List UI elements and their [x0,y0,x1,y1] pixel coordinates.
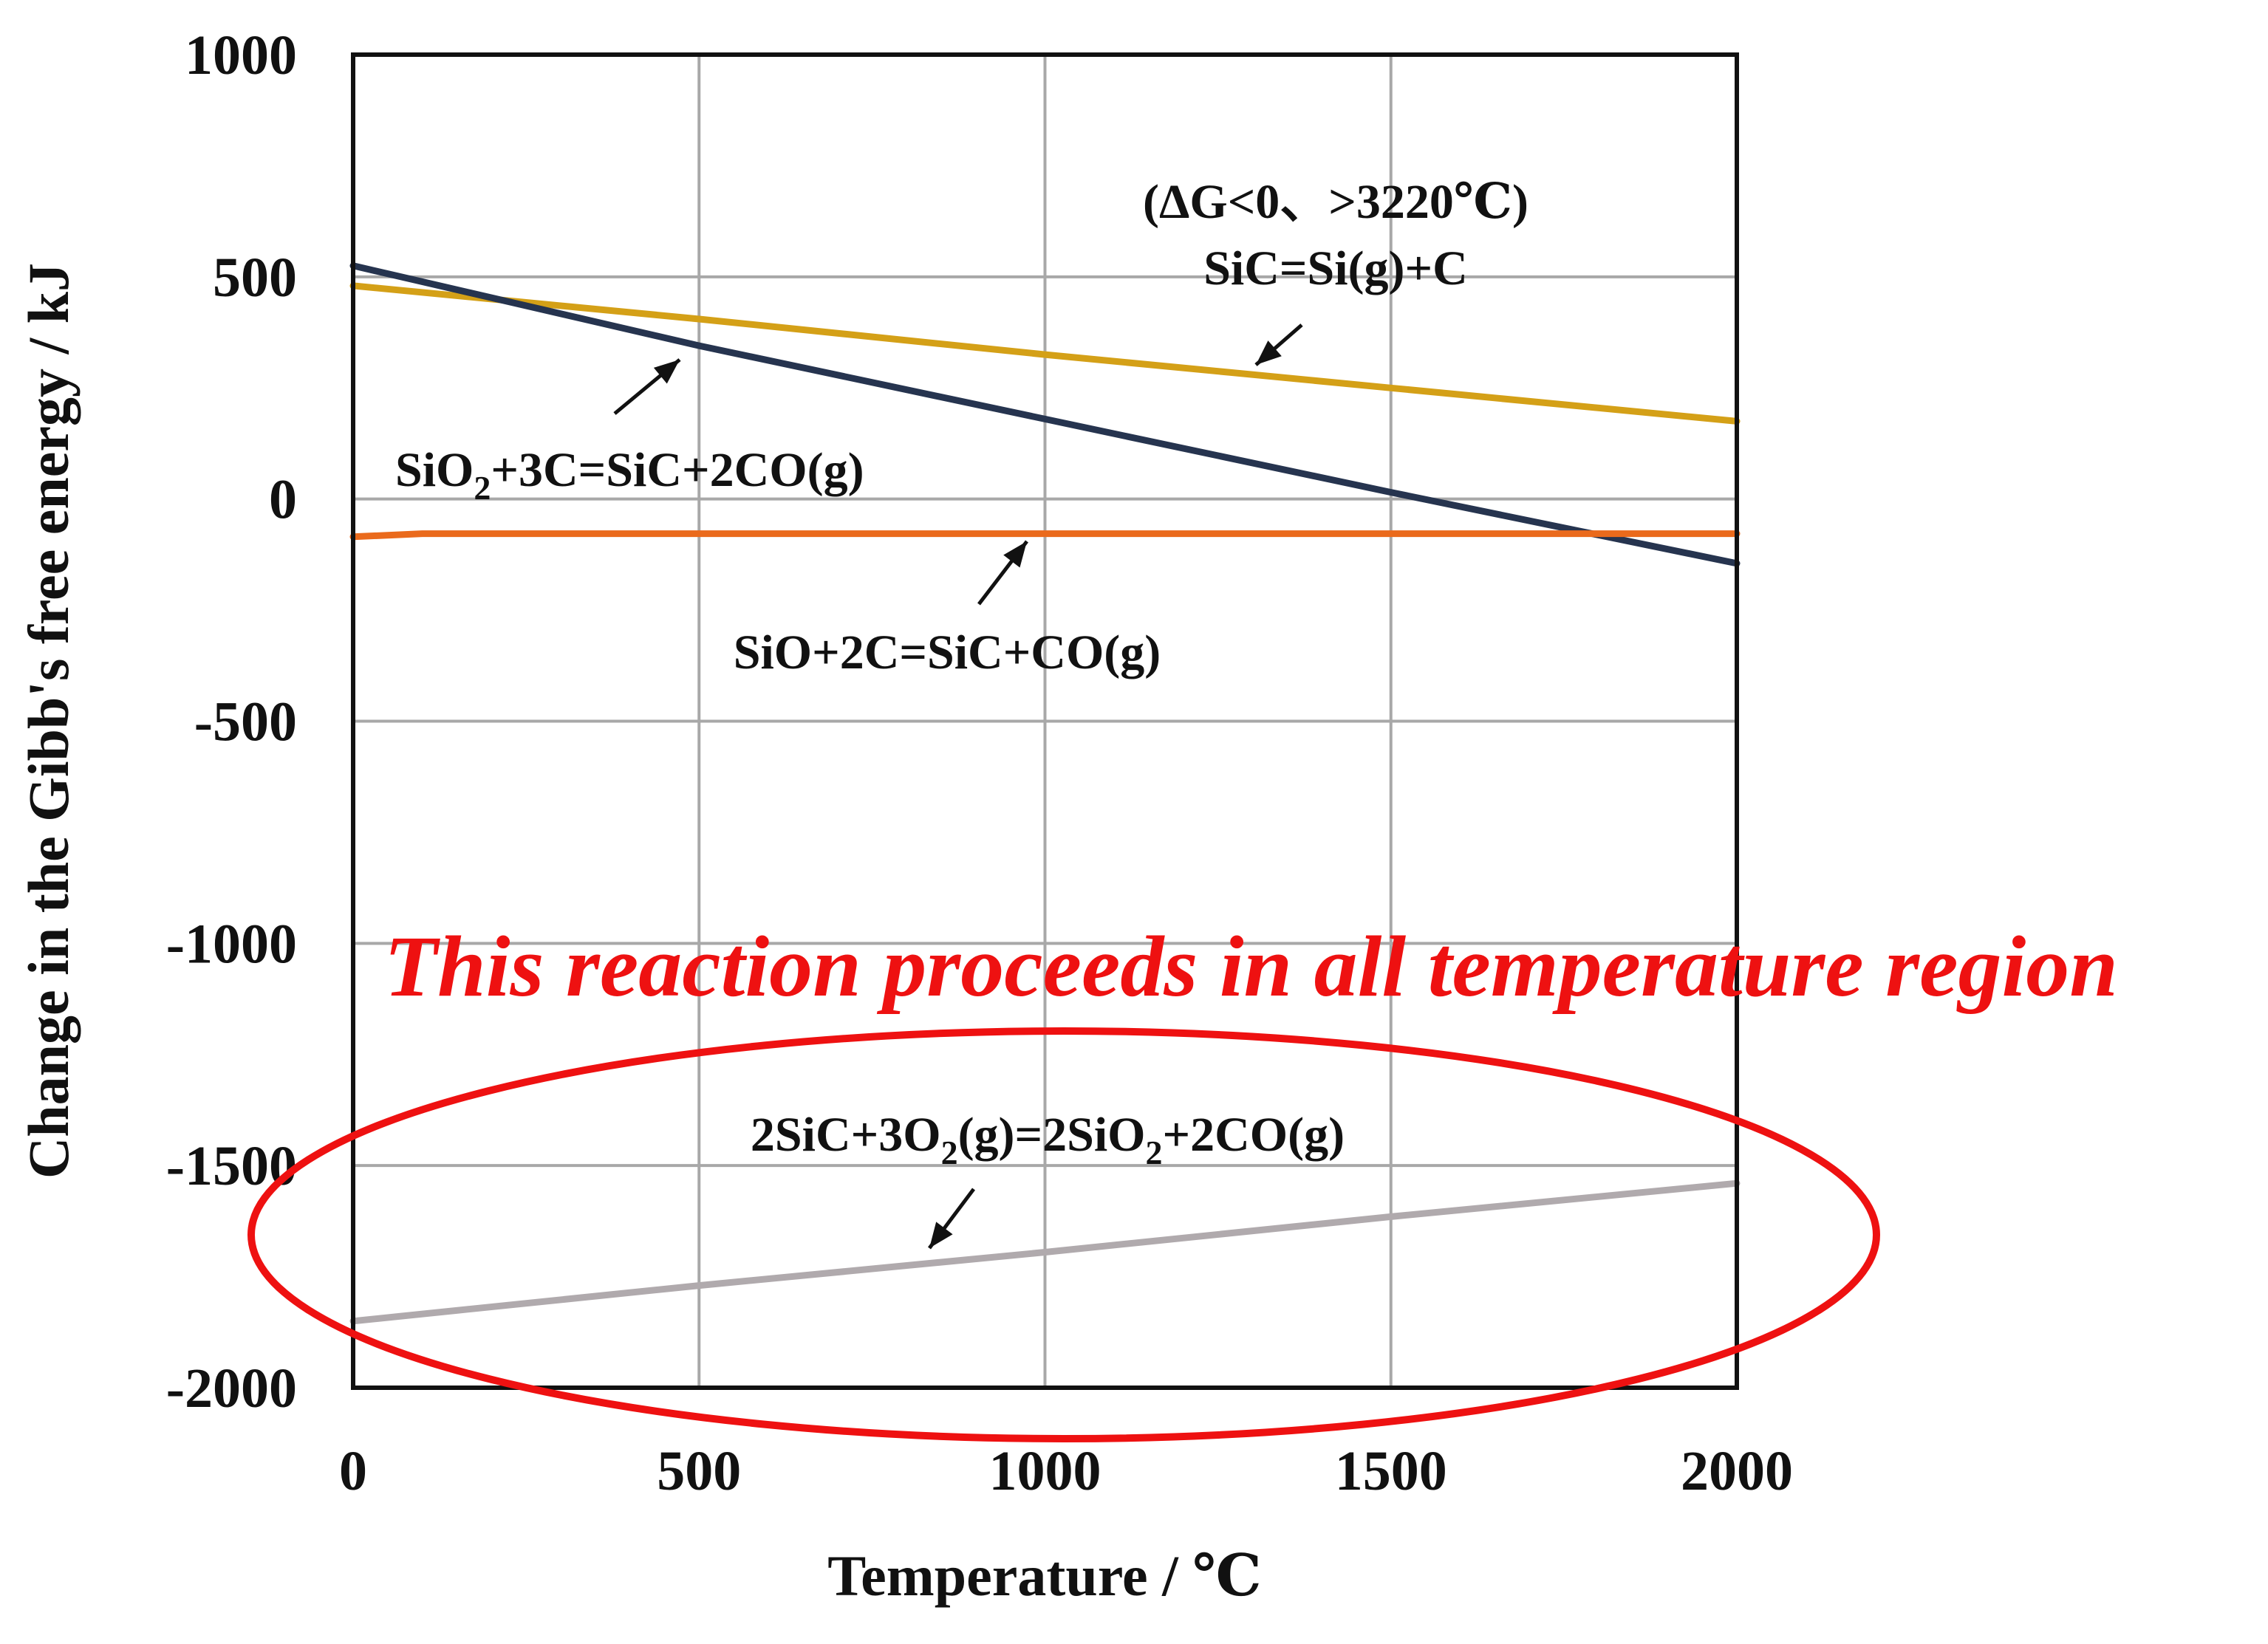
annotation-sio2-carbothermal: SiO2+3C=SiC+2CO(g) [395,443,864,507]
arrow-sio2-carbothermal-head [653,360,680,384]
series-line-sio2_carbo [349,262,1741,567]
highlight-headline: This reaction proceeds in all temperatur… [384,918,2118,1015]
sio2-subscript: 2 [474,469,491,507]
annotation-arrows [613,323,1303,1250]
sio2-part-a: SiO [395,443,474,497]
y-tick-label: -2000 [166,1357,297,1419]
sio2-part-b: +3C=SiC+2CO(g) [491,443,864,497]
annotation-sic-decomposition: SiC=Si(g)+C [1203,242,1468,295]
grid [353,55,1737,1388]
highlight-ellipse [247,1027,1880,1442]
plot-frame [351,52,1739,1390]
arrow-sic-decomposition-head [1256,340,1282,365]
tick-labels: 0 500 1000 1500 200010005000-500-1000-1500-2… [166,24,1793,1502]
y-tick-label: 1000 [185,24,297,86]
series-line-sic_oxid [349,1179,1741,1325]
oxid-subscript-2: 2 [1146,1134,1163,1171]
oxid-part-b: (g)=2SiO [958,1108,1146,1162]
arrow-sio-carbothermal-head [1003,541,1027,568]
y-axis-title: Change in the Gibb's free energy / kJ [16,263,81,1179]
x-tick-label: 2000 [1681,1440,1793,1502]
series-line-sic_decomp [349,282,1741,425]
x-tick-label: 0 [339,1440,367,1502]
y-tick-label: -500 [194,691,297,753]
y-tick-label: 500 [213,247,297,309]
y-tick-label: 0 [269,469,297,531]
oxid-subscript-1: 2 [941,1134,958,1171]
oxid-part-c: +2CO(g) [1163,1108,1345,1162]
arrow-sic-oxidation-head [929,1222,953,1248]
x-tick-label: 1500 [1335,1440,1447,1502]
annotation-sio-carbothermal: SiO+2C=SiC+CO(g) [734,626,1161,679]
annotation-sic-oxidation: 2SiC+3O2(g)=2SiO2+2CO(g) [751,1108,1345,1171]
oxid-part-a: 2SiC+3O [751,1108,941,1162]
annotation-condition: (ΔG<0、>3220℃) [1143,175,1528,229]
x-axis-title: Temperature / ℃ [827,1544,1261,1608]
series-line-sio_carbo [349,530,1741,541]
x-tick-label: 500 [657,1440,741,1502]
x-tick-label: 1000 [989,1440,1101,1502]
y-tick-label: -1000 [166,913,297,975]
series-lines [349,262,1741,1325]
